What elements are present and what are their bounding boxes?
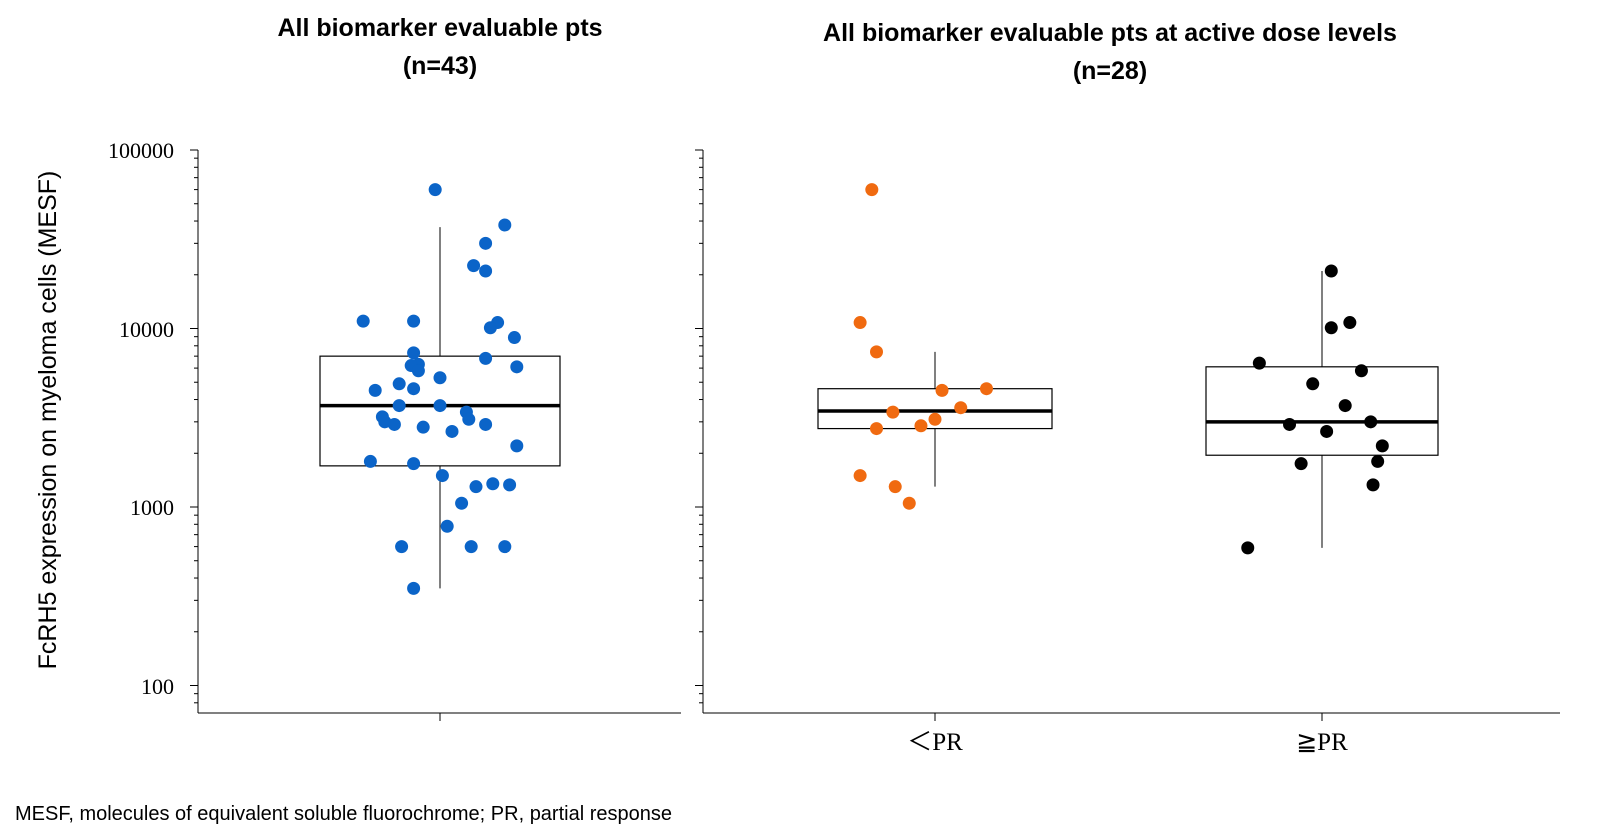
less-than-pr-data-point — [886, 405, 900, 419]
left-panel-data-point — [462, 412, 476, 426]
right-panel-subtitle: (n=28) — [1073, 57, 1147, 85]
left-panel-data-point — [433, 399, 447, 413]
pr-or-better-data-point — [1366, 478, 1380, 492]
left-panel-data-point — [435, 469, 449, 483]
right-panel-title: All biomarker evaluable pts at active do… — [823, 19, 1397, 47]
left-panel-data-point — [479, 264, 493, 278]
pr-or-better-data-point — [1283, 417, 1297, 431]
less-than-pr-data-point — [870, 422, 883, 436]
y-tick-label-1000: 1000 — [130, 495, 174, 520]
pr-or-better-data-point — [1294, 457, 1308, 471]
left-panel-data-point — [469, 480, 483, 494]
x-tick-label-less-than-pr: ＜PR — [907, 729, 963, 756]
x-tick-label-pr-or-better: ≧PR — [1296, 729, 1348, 756]
left-panel-subtitle: (n=43) — [403, 52, 477, 80]
y-axis-label: FcRH5 expression on myeloma cells (MESF) — [34, 171, 62, 670]
left-panel-data-point — [507, 331, 521, 345]
left-panel-data-point — [416, 420, 430, 434]
pr-or-better-data-point — [1324, 321, 1338, 335]
left-panel-data-point — [392, 377, 406, 391]
y-tick-label-100: 100 — [141, 674, 174, 699]
less-than-pr-data-point — [979, 382, 993, 396]
left-panel-data-point — [510, 360, 524, 374]
less-than-pr-data-point — [935, 383, 949, 397]
left-panel-data-point — [356, 314, 370, 328]
less-than-pr-data-point — [870, 345, 883, 359]
pr-or-better-data-point — [1364, 415, 1378, 429]
left-panel-data-point — [498, 218, 512, 232]
left-panel-data-point — [503, 478, 517, 492]
left-panel-data-point — [428, 183, 442, 197]
pr-or-better-data-point — [1241, 541, 1255, 555]
left-panel-data-point — [486, 477, 500, 491]
left-panel-data-point — [498, 540, 512, 554]
left-panel-data-point — [407, 457, 421, 471]
less-than-pr-data-point — [888, 480, 902, 494]
plot-layer — [190, 149, 1560, 721]
left-panel-data-point — [392, 399, 406, 413]
left-panel-title: All biomarker evaluable pts — [277, 14, 602, 42]
pr-or-better-data-point — [1324, 264, 1338, 278]
left-panel-data-point — [407, 346, 421, 360]
less-than-pr-data-point — [902, 496, 916, 510]
left-panel-data-point — [368, 383, 382, 397]
left-panel-data-point — [479, 417, 493, 431]
left-panel-data-point — [479, 236, 493, 250]
left-panel-data-point — [445, 424, 459, 438]
left-panel-data-point — [395, 540, 409, 554]
left-panel-data-point — [467, 259, 481, 273]
less-than-pr-data-point — [954, 401, 968, 415]
left-panel-data-point — [363, 454, 377, 468]
less-than-pr-data-point — [928, 412, 942, 426]
pr-or-better-iqr-box — [1205, 366, 1439, 456]
left-panel-data-point — [411, 364, 425, 378]
pr-or-better-data-point — [1338, 399, 1352, 413]
left-panel-data-point — [464, 540, 478, 554]
pr-or-better-data-point — [1252, 356, 1266, 370]
pr-or-better-data-point — [1354, 364, 1368, 378]
pr-or-better-data-point — [1375, 439, 1389, 453]
less-than-pr-data-point — [914, 419, 928, 433]
left-panel-data-point — [483, 321, 497, 335]
pr-or-better-data-point — [1306, 377, 1320, 391]
left-panel-data-point — [479, 351, 493, 365]
pr-or-better-data-point — [1371, 454, 1385, 468]
pr-or-better-data-point — [1320, 424, 1334, 438]
less-than-pr-data-point — [853, 316, 867, 330]
left-panel-data-point — [407, 382, 421, 396]
left-panel-data-point — [387, 417, 401, 431]
pr-or-better-data-point — [1343, 316, 1357, 330]
less-than-pr-data-point — [865, 183, 879, 197]
left-panel-data-point — [455, 496, 469, 510]
y-tick-label-10000: 10000 — [119, 317, 174, 342]
footnote: MESF, molecules of equivalent soluble fl… — [15, 803, 672, 825]
left-panel-data-point — [440, 519, 454, 533]
less-than-pr-data-point — [853, 469, 867, 483]
left-panel-data-point — [433, 371, 447, 385]
y-tick-label-100000: 100000 — [108, 138, 174, 163]
left-panel-data-point — [407, 581, 421, 595]
left-panel-data-point — [510, 439, 524, 453]
left-panel-data-point — [407, 314, 421, 328]
